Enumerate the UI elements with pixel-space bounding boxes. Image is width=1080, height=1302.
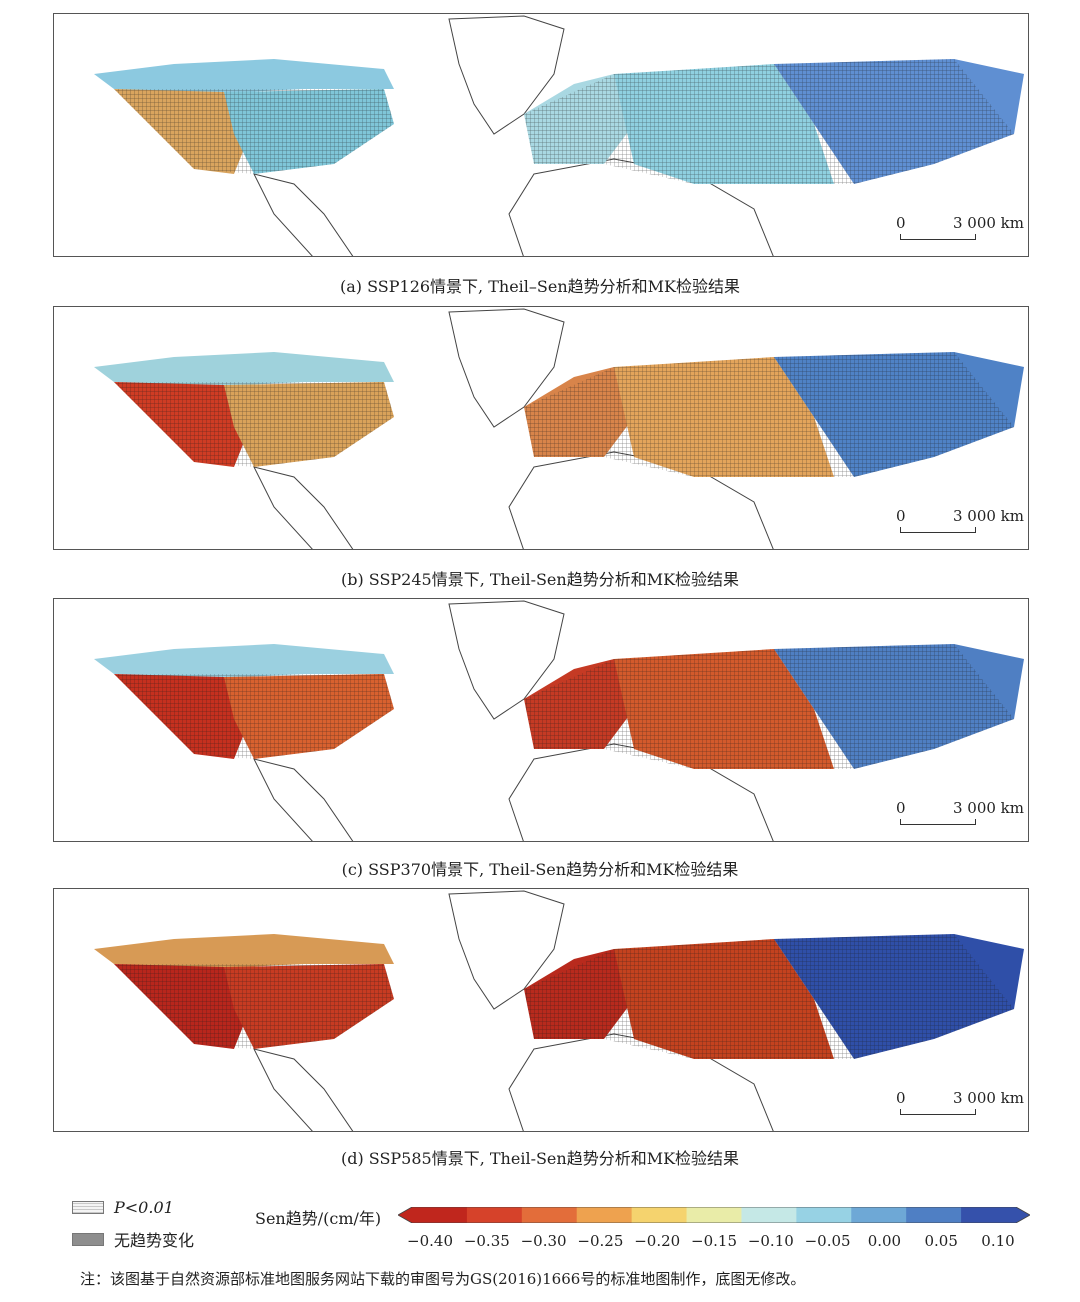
scale-distance: 3 000 km <box>952 1089 1024 1107</box>
scale-bar: 0 3 000 km <box>892 507 1024 533</box>
colorbar-tick-label: −0.30 <box>520 1232 567 1250</box>
scale-distance: 3 000 km <box>952 799 1024 817</box>
colorbar-tick-label: −0.35 <box>463 1232 510 1250</box>
colorbar-tick-label: −0.10 <box>747 1232 794 1250</box>
colorbar-tick-label: 0.05 <box>924 1232 958 1250</box>
central-america-outline <box>253 758 354 841</box>
colorbar-arrow-low <box>398 1207 412 1223</box>
legend-p-significance: P<0.01 <box>72 1198 174 1217</box>
legend-p-label: P<0.01 <box>114 1198 174 1217</box>
map-canvas-a <box>94 15 1024 256</box>
colorbar <box>398 1207 1030 1223</box>
caption-d: (d) SSP585情景下, Theil-Sen趋势分析和MK检验结果 <box>340 1149 740 1168</box>
colorbar-ticks: −0.40 −0.35 −0.30 −0.25 −0.20 −0.15 −0.10 −0.05… <box>398 1232 1030 1252</box>
central-america-outline <box>253 173 354 256</box>
map-panel-c: 0 3 000 km <box>53 598 1029 842</box>
scale-bar: 0 3 000 km <box>892 799 1024 825</box>
footnote: 注：该图基于自然资源部标准地图服务网站下载的审图号为GS(2016)1666号的… <box>80 1270 806 1288</box>
colorbar-segment <box>686 1207 742 1223</box>
scale-zero: 0 <box>896 799 906 817</box>
significance-hatch <box>114 934 1014 1059</box>
colorbar-segment <box>961 1207 1017 1223</box>
north-america-north <box>94 934 394 969</box>
colorbar-svg <box>398 1207 1030 1223</box>
significance-hatch <box>114 352 1014 477</box>
legend-no-trend-label: 无趋势变化 <box>114 1231 195 1250</box>
north-america-north <box>94 644 394 679</box>
colorbar-segment <box>521 1207 578 1223</box>
scale-bar: 0 3 000 km <box>892 214 1024 240</box>
north-america-north <box>94 352 394 387</box>
caption-b: (b) SSP245情景下, Theil-Sen趋势分析和MK检验结果 <box>340 570 740 589</box>
colorbar-title: Sen趋势/(cm/年) <box>255 1209 382 1228</box>
colorbar-segment <box>576 1207 633 1223</box>
colorbar-tick-label: 0.10 <box>981 1232 1015 1250</box>
hatch-swatch <box>72 1201 104 1214</box>
colorbar-segment <box>851 1207 907 1223</box>
scale-zero: 0 <box>896 1089 906 1107</box>
colorbar-arrow-high <box>1016 1207 1030 1223</box>
colorbar-segment <box>412 1207 468 1223</box>
north-america-north <box>94 59 394 94</box>
colorbar-tick-label: −0.40 <box>407 1232 453 1250</box>
colorbar-segment <box>631 1207 688 1223</box>
legend-no-trend: 无趋势变化 <box>72 1227 194 1251</box>
central-america-outline <box>253 1048 354 1131</box>
central-america-outline <box>253 466 354 549</box>
caption-c: (c) SSP370情景下, Theil-Sen趋势分析和MK检验结果 <box>341 860 739 879</box>
colorbar-segment <box>466 1207 523 1223</box>
colorbar-segment <box>796 1207 852 1223</box>
caption-a: (a) SSP126情景下, Theil–Sen趋势分析和MK检验结果 <box>340 277 740 296</box>
scale-bar: 0 3 000 km <box>892 1089 1024 1115</box>
colorbar-tick-label: −0.15 <box>691 1232 737 1250</box>
scale-distance: 3 000 km <box>952 507 1024 525</box>
map-panel-a: 0 3 000 km <box>53 13 1029 257</box>
colorbar-segment <box>741 1207 797 1223</box>
scale-zero: 0 <box>896 507 906 525</box>
map-canvas-d <box>94 890 1024 1131</box>
scale-zero: 0 <box>896 214 906 232</box>
map-canvas-b <box>94 308 1024 549</box>
significance-hatch <box>114 644 1014 769</box>
colorbar-tick-label: −0.20 <box>634 1232 681 1250</box>
colorbar-tick-label: 0.00 <box>867 1232 902 1250</box>
map-canvas-c <box>94 600 1024 841</box>
map-panel-d: 0 3 000 km <box>53 888 1029 1132</box>
map-panel-b: 0 3 000 km <box>53 306 1029 550</box>
significance-hatch <box>114 59 1014 184</box>
colorbar-tick-label: −0.05 <box>804 1232 851 1250</box>
colorbar-tick-label: −0.25 <box>577 1232 624 1250</box>
gray-swatch <box>72 1232 104 1246</box>
scale-distance: 3 000 km <box>952 214 1024 232</box>
colorbar-segment <box>906 1207 962 1223</box>
